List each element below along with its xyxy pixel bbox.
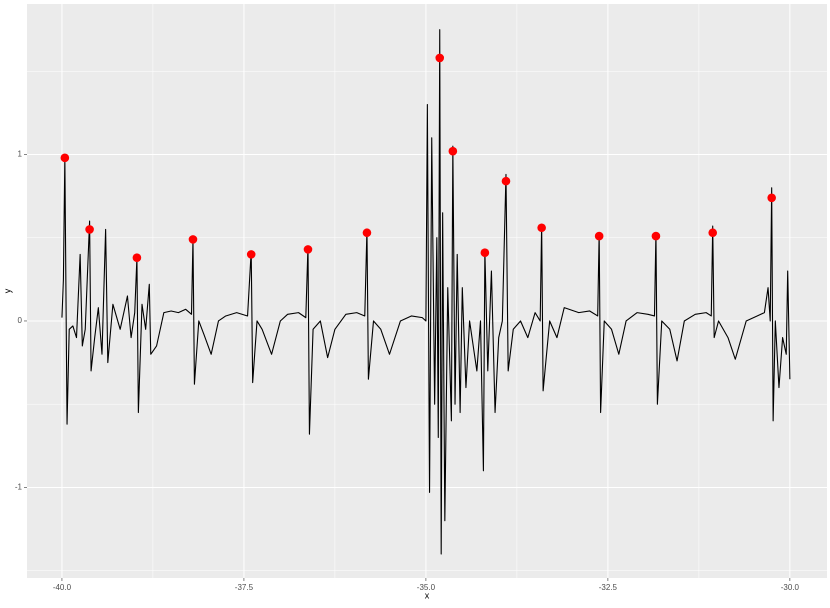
y-tick-label: 1 bbox=[18, 150, 23, 159]
point bbox=[448, 146, 458, 156]
x-tick-label: -30.0 bbox=[781, 583, 800, 592]
point bbox=[435, 53, 445, 63]
point bbox=[537, 223, 546, 233]
point bbox=[188, 235, 198, 244]
x-tick-label: -40.0 bbox=[53, 583, 72, 592]
point bbox=[85, 225, 94, 234]
x-tick-label: -32.5 bbox=[599, 583, 618, 592]
point bbox=[594, 231, 604, 241]
panel bbox=[27, 4, 827, 578]
y-tick-label: 0 bbox=[18, 316, 23, 325]
x-tick-label: -35.0 bbox=[417, 583, 436, 592]
point bbox=[362, 228, 372, 238]
point bbox=[246, 250, 256, 259]
point bbox=[767, 193, 776, 203]
point bbox=[651, 231, 661, 241]
point bbox=[303, 245, 313, 254]
line bbox=[61, 29, 791, 555]
point bbox=[708, 228, 718, 238]
point bbox=[501, 176, 511, 186]
x-axis-title: x bbox=[425, 590, 430, 600]
point bbox=[480, 248, 490, 258]
y-axis-title: y bbox=[2, 288, 12, 293]
x-tick-label: -37.5 bbox=[235, 583, 254, 592]
y-tick-label: -1 bbox=[15, 483, 23, 492]
point bbox=[60, 153, 70, 163]
point bbox=[132, 253, 142, 263]
